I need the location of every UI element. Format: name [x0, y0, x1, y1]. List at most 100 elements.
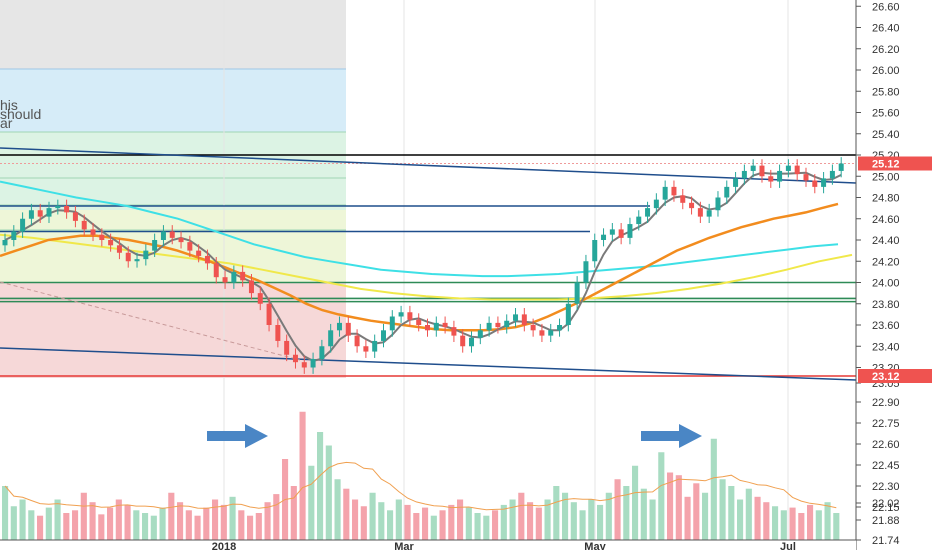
price-tick-label: 23.80: [872, 299, 900, 311]
candle-body: [345, 322, 351, 336]
time-tick-label: Mar: [394, 541, 414, 550]
price-tick-label: 25.80: [872, 86, 900, 98]
volume-bar: [684, 496, 691, 540]
candle-body: [72, 212, 78, 221]
candle-body: [433, 322, 439, 331]
volume-bar: [640, 488, 647, 540]
volume-bar: [255, 513, 262, 540]
volume-bar: [124, 504, 131, 540]
candle-body: [750, 165, 756, 171]
candle-body: [521, 314, 527, 325]
volume-bar: [693, 483, 700, 540]
candle-body: [460, 335, 466, 347]
time-tick-label: Jul: [780, 541, 796, 550]
candle-body: [706, 210, 712, 217]
volume-bar: [63, 513, 70, 540]
time-ticks: 2018 Mar May Jul: [212, 541, 796, 550]
volume-bar: [185, 510, 192, 540]
volume-bar: [10, 506, 17, 540]
price-tick-label: 25.00: [872, 171, 900, 183]
volume-bar: [343, 488, 350, 540]
candle-body: [143, 250, 149, 260]
arrow-right-icon: [207, 424, 268, 448]
volume-bar: [422, 507, 429, 540]
volume-bar: [605, 492, 612, 540]
volume-bar: [212, 499, 219, 540]
volume-bar: [142, 513, 149, 540]
volume-bar: [798, 513, 805, 540]
candle-body: [160, 231, 166, 240]
price-tag-bg: [858, 369, 932, 383]
candle-body: [20, 218, 26, 232]
candle-body: [416, 319, 422, 325]
volume-tick-label: 22.75: [872, 418, 900, 430]
candle-body: [248, 280, 254, 294]
volume-bar: [430, 515, 437, 540]
candle-body: [618, 229, 624, 238]
candle-body: [425, 325, 430, 331]
candle-body: [557, 325, 563, 331]
volume-bar: [632, 465, 639, 540]
candle-body: [469, 337, 475, 347]
volume-ma-line: [4, 461, 837, 511]
price-tag-label: 25.12: [872, 159, 900, 171]
zone-blue: [0, 69, 346, 132]
candle-body: [363, 346, 369, 352]
volume-bar: [710, 438, 717, 540]
candle-body: [821, 178, 827, 187]
candle-body: [108, 240, 114, 246]
volume-bar: [404, 504, 411, 540]
time-tick-label: 2018: [212, 541, 236, 550]
volume-bar: [754, 496, 761, 540]
candle-body: [90, 229, 96, 235]
volume-bar: [745, 488, 752, 540]
candle-body: [504, 320, 510, 328]
annotation-line-3: ar: [0, 115, 13, 131]
candle-body: [301, 362, 307, 368]
price-ticks: 26.6026.4026.2026.0025.8025.6025.4025.20…: [856, 1, 900, 390]
candle-body: [741, 170, 747, 179]
candle-body: [257, 293, 263, 304]
volume-bar: [72, 510, 79, 540]
price-tick-label: 26.20: [872, 44, 900, 56]
volume-bar: [518, 492, 525, 540]
candle-body: [328, 330, 334, 347]
volume-tick-label: 22.02: [872, 498, 900, 510]
volume-bar: [150, 515, 157, 540]
candle-body: [451, 327, 457, 336]
candle-body: [442, 322, 448, 328]
volume-bar: [614, 479, 621, 540]
candle-body: [794, 165, 800, 175]
lower-trend-line: [0, 347, 857, 381]
volume-tick-label: 22.90: [872, 397, 900, 409]
volume-bar: [833, 513, 840, 540]
price-tick-label: 26.00: [872, 65, 900, 77]
price-tick-label: 23.60: [872, 320, 900, 332]
volume-bar: [107, 507, 114, 540]
volume-bar: [168, 492, 175, 540]
volume-bar: [98, 514, 105, 540]
volume-tick-label: 22.60: [872, 439, 900, 451]
candle-body: [354, 335, 360, 347]
candle-body: [380, 330, 386, 341]
volume-bar: [273, 494, 280, 540]
time-axis[interactable]: [0, 539, 856, 550]
volume-bar: [465, 507, 472, 540]
candle-body: [565, 303, 571, 325]
annotation-note: his should ar: [0, 97, 41, 131]
candle-body: [134, 259, 140, 262]
candle-body: [777, 170, 783, 182]
volume-bar: [352, 499, 359, 540]
volume-bar: [474, 513, 481, 540]
volume-bar: [290, 486, 297, 540]
volume-bar: [264, 502, 271, 540]
candle-body: [689, 202, 695, 209]
candle-body: [152, 240, 158, 251]
volume-bar: [509, 499, 516, 540]
candle-body: [680, 195, 686, 203]
candle-body: [636, 216, 642, 225]
price-tick-label: 26.40: [872, 23, 900, 35]
candle-body: [601, 234, 607, 240]
